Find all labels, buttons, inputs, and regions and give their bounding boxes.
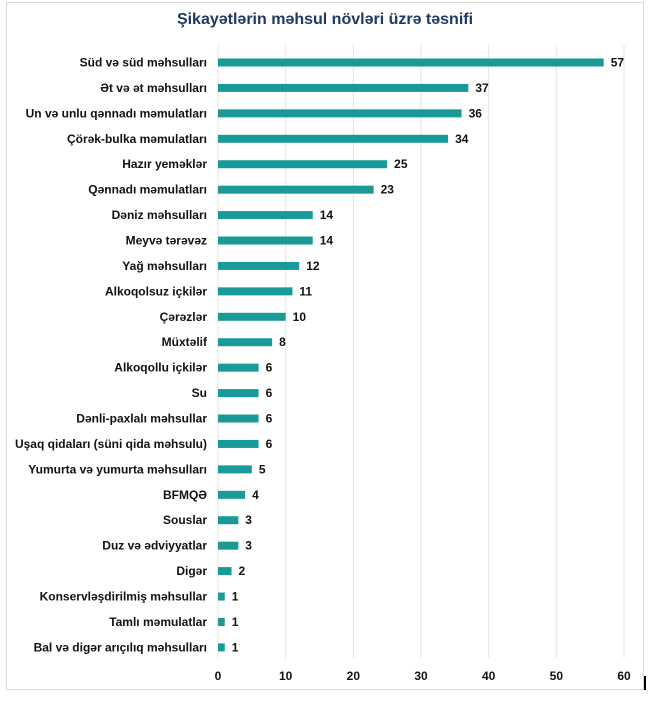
data-label: 1	[232, 590, 239, 604]
data-label: 37	[475, 81, 489, 95]
data-label: 6	[266, 361, 273, 375]
category-label: Duz və ədviyyatlar	[102, 539, 207, 553]
data-label: 4	[252, 488, 259, 502]
x-tick-label: 0	[215, 669, 222, 683]
bar	[218, 567, 232, 576]
bar	[218, 363, 259, 372]
bar	[218, 287, 293, 296]
chart-title: Şikayətlərin məhsul növləri üzrə təsnifi	[176, 11, 474, 28]
data-label: 3	[245, 539, 252, 553]
data-label: 57	[611, 56, 625, 70]
bar	[218, 236, 313, 245]
data-label: 36	[469, 106, 483, 120]
data-label: 6	[266, 412, 273, 426]
data-label: 6	[266, 437, 273, 451]
category-label: Çörək-bulka məmulatları	[67, 132, 207, 146]
data-label: 2	[239, 564, 246, 578]
x-tick-label: 20	[347, 669, 361, 683]
data-label: 34	[455, 132, 469, 146]
category-label: Yumurta və yumurta məhsulları	[28, 462, 207, 476]
category-label: Digər	[176, 564, 207, 578]
data-label: 14	[320, 208, 334, 222]
data-label: 23	[381, 183, 395, 197]
category-label: Hazır yeməklər	[122, 157, 207, 171]
data-label: 12	[306, 259, 320, 273]
bar	[218, 83, 469, 92]
category-label: Süd və süd məhsulları	[80, 56, 207, 70]
category-label: Alkoqolsuz içkilər	[105, 284, 207, 298]
category-label: Müxtəlif	[162, 335, 208, 349]
category-label: Bal və digər arıçılıq məhsulları	[34, 640, 207, 654]
data-label: 5	[259, 462, 266, 476]
category-label: Tamlı məmulatlar	[109, 615, 207, 629]
category-label: BFMQƏ	[163, 488, 207, 502]
category-label: Çərəzlər	[160, 310, 208, 324]
category-label: Yağ məhsulları	[122, 259, 207, 273]
bar	[218, 541, 239, 550]
bar	[218, 592, 225, 601]
category-label: Dəniz məhsulları	[112, 208, 207, 222]
data-label: 8	[279, 335, 286, 349]
category-label: Qənnadı məmulatları	[88, 183, 207, 197]
bar	[218, 261, 300, 270]
category-label: Uşaq qidaları (süni qida məhsulu)	[15, 437, 207, 451]
bar	[218, 211, 313, 220]
x-tick-label: 50	[550, 669, 564, 683]
data-label: 1	[232, 615, 239, 629]
bar	[218, 389, 259, 398]
category-label: Konservləşdirilmiş məhsullar	[40, 590, 208, 604]
category-label: Souslar	[163, 513, 207, 527]
category-label: Alkoqollu içkilər	[114, 361, 207, 375]
category-label: Ət və ət məhsulları	[100, 81, 207, 95]
category-label: Dənli-paxlalı məhsullar	[76, 412, 207, 426]
x-tick-label: 40	[482, 669, 496, 683]
x-tick-label: 30	[414, 669, 428, 683]
bar	[218, 185, 374, 194]
bar	[218, 160, 388, 169]
data-label: 10	[293, 310, 307, 324]
chart-frame: Şikayətlərin məhsul növləri üzrə təsnifi…	[6, 2, 644, 690]
category-label: Meyvə tərəvəz	[126, 234, 207, 248]
x-tick-label: 10	[279, 669, 293, 683]
chart-plot: Süd və süd məhsulları 57 Ət və ət məhsulla…	[15, 45, 631, 683]
category-label: Un və unlu qənnadı məmulatları	[26, 106, 207, 120]
bar	[218, 134, 449, 143]
bar	[218, 312, 286, 321]
bar	[218, 58, 604, 67]
data-label: 11	[299, 284, 312, 298]
data-label: 1	[232, 640, 239, 654]
x-tick-label: 60	[617, 669, 631, 683]
data-label: 6	[266, 386, 273, 400]
bar	[218, 465, 252, 474]
edge-marker	[644, 676, 646, 690]
bar	[218, 439, 259, 448]
data-label: 25	[394, 157, 408, 171]
bar	[218, 109, 462, 118]
bar	[218, 643, 225, 652]
category-label: Su	[192, 386, 207, 400]
data-label: 3	[245, 513, 252, 527]
bar	[218, 414, 259, 423]
bar	[218, 490, 246, 499]
bar	[218, 338, 273, 347]
data-label: 14	[320, 234, 334, 248]
bar	[218, 516, 239, 525]
bar	[218, 617, 225, 626]
